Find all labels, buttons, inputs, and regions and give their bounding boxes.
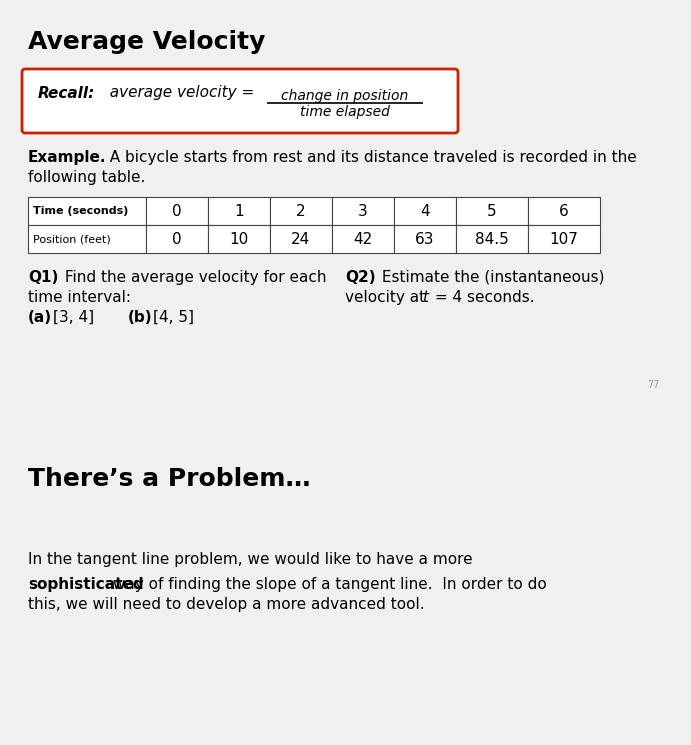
Text: Position (feet): Position (feet): [33, 234, 111, 244]
Text: way of finding the slope of a tangent line.  In order to do: way of finding the slope of a tangent li…: [108, 577, 547, 592]
Bar: [528, 197, 600, 225]
Bar: [270, 225, 332, 253]
Text: sophisticated: sophisticated: [28, 577, 144, 592]
Bar: [332, 197, 394, 225]
Text: 10: 10: [229, 232, 249, 247]
Bar: [456, 197, 528, 225]
Bar: [332, 225, 394, 253]
Text: 107: 107: [549, 232, 578, 247]
Text: average velocity =: average velocity =: [100, 86, 254, 101]
Text: (a): (a): [28, 310, 52, 325]
Text: velocity at: velocity at: [345, 290, 430, 305]
Text: 4: 4: [420, 203, 430, 218]
Text: 3: 3: [358, 203, 368, 218]
Text: 1: 1: [234, 203, 244, 218]
Text: Recall:: Recall:: [38, 86, 95, 101]
Text: this, we will need to develop a more advanced tool.: this, we will need to develop a more adv…: [28, 597, 425, 612]
Text: A bicycle starts from rest and its distance traveled is recorded in the: A bicycle starts from rest and its dista…: [100, 150, 636, 165]
Text: Average Velocity: Average Velocity: [28, 30, 265, 54]
Bar: [528, 225, 600, 253]
Text: 2: 2: [296, 203, 306, 218]
Text: Q2): Q2): [345, 270, 376, 285]
Text: 6: 6: [559, 203, 569, 218]
Text: time interval:: time interval:: [28, 290, 131, 305]
Text: [4, 5]: [4, 5]: [153, 310, 194, 325]
FancyBboxPatch shape: [22, 69, 458, 133]
Text: 84.5: 84.5: [475, 232, 509, 247]
Text: following table.: following table.: [28, 170, 145, 185]
Text: 42: 42: [353, 232, 372, 247]
Text: In the tangent line problem, we would like to have a more: In the tangent line problem, we would li…: [28, 551, 473, 567]
Bar: [146, 225, 208, 253]
Text: t: t: [422, 290, 428, 305]
Text: [3, 4]: [3, 4]: [53, 310, 94, 325]
Text: time elapsed: time elapsed: [300, 105, 390, 119]
Text: = 4 seconds.: = 4 seconds.: [430, 290, 535, 305]
Bar: [394, 197, 456, 225]
Bar: [28, 225, 146, 253]
Text: 63: 63: [415, 232, 435, 247]
Text: Find the average velocity for each: Find the average velocity for each: [60, 270, 327, 285]
Text: change in position: change in position: [281, 89, 408, 103]
Text: 5: 5: [487, 203, 497, 218]
Text: 24: 24: [292, 232, 311, 247]
Text: Example.: Example.: [28, 150, 106, 165]
Text: Q1): Q1): [28, 270, 58, 285]
Text: 0: 0: [172, 232, 182, 247]
Bar: [208, 225, 270, 253]
Text: (b): (b): [128, 310, 153, 325]
Bar: [208, 197, 270, 225]
Bar: [456, 225, 528, 253]
Text: Time (seconds): Time (seconds): [33, 206, 129, 216]
Text: 77: 77: [647, 380, 660, 390]
Bar: [270, 197, 332, 225]
Bar: [28, 197, 146, 225]
Text: 0: 0: [172, 203, 182, 218]
Bar: [394, 225, 456, 253]
Bar: [146, 197, 208, 225]
Text: Estimate the (instantaneous): Estimate the (instantaneous): [377, 270, 605, 285]
Text: There’s a Problem…: There’s a Problem…: [28, 466, 311, 491]
